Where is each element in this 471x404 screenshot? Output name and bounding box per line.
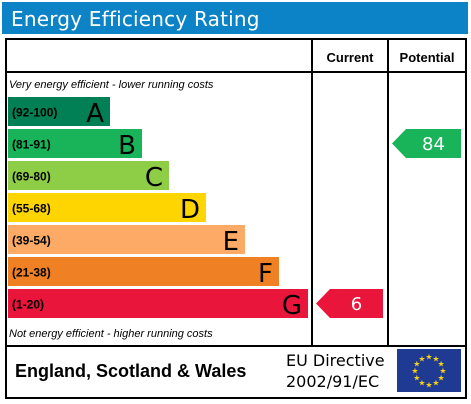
band-range-f: (21-38) <box>12 266 51 280</box>
potential-rating-value: 84 <box>422 134 445 155</box>
current-rating-arrow <box>316 289 383 318</box>
current-rating-value: 6 <box>351 294 362 315</box>
flag-star-icon: ★ <box>425 381 432 390</box>
band-range-e: (39-54) <box>12 234 51 248</box>
potential-column-divider <box>387 38 389 347</box>
current-column-divider <box>311 38 313 347</box>
band-range-g: (1-20) <box>12 298 44 312</box>
flag-star-icon: ★ <box>432 379 439 388</box>
flag-star-icon: ★ <box>432 354 439 363</box>
flag-star-icon: ★ <box>413 374 420 383</box>
current-column-header: Current <box>326 50 374 65</box>
band-bar-d <box>8 193 206 222</box>
band-letter-g: G <box>282 291 302 321</box>
directive-number: 2002/91/EC <box>286 372 380 391</box>
band-bar-g <box>8 289 308 318</box>
band-letter-e: E <box>223 227 239 257</box>
potential-column-header: Potential <box>399 50 455 65</box>
flag-star-icon: ★ <box>413 360 420 369</box>
band-letter-a: A <box>86 99 104 129</box>
top-note: Very energy efficient - lower running co… <box>9 79 214 91</box>
band-bar-c <box>8 161 169 190</box>
flag-star-icon: ★ <box>418 379 425 388</box>
bottom-note: Not energy efficient - higher running co… <box>9 328 213 340</box>
country-label: England, Scotland & Wales <box>15 361 247 381</box>
band-letter-d: D <box>180 195 200 225</box>
band-letter-b: B <box>118 131 136 161</box>
flag-star-icon: ★ <box>438 360 445 369</box>
band-letter-f: F <box>258 259 273 289</box>
band-bar-f <box>8 257 279 286</box>
band-range-a: (92-100) <box>12 106 57 120</box>
potential-rating-arrow <box>392 129 461 158</box>
band-range-b: (81-91) <box>12 138 51 152</box>
band-bar-b <box>8 129 142 158</box>
title-bar: Energy Efficiency Rating <box>2 2 468 34</box>
flag-star-icon: ★ <box>438 374 445 383</box>
flag-star-icon: ★ <box>425 353 432 362</box>
flag-star-icon: ★ <box>439 367 446 376</box>
rating-frame <box>5 38 467 399</box>
footer-divider <box>5 345 467 347</box>
band-letter-c: C <box>145 163 163 193</box>
band-bar-e <box>8 225 245 254</box>
flag-star-icon: ★ <box>411 367 418 376</box>
band-range-d: (55-68) <box>12 202 51 216</box>
eu-flag-icon: ★ ★ ★ ★ ★ ★ ★ ★ ★ ★ ★ ★ <box>397 349 461 392</box>
band-range-c: (69-80) <box>12 170 51 184</box>
header-divider <box>5 71 467 73</box>
chart-title: Energy Efficiency Rating <box>11 7 260 31</box>
directive-label: EU Directive <box>286 351 385 370</box>
flag-star-icon: ★ <box>418 354 425 363</box>
band-bar-a <box>8 97 110 126</box>
